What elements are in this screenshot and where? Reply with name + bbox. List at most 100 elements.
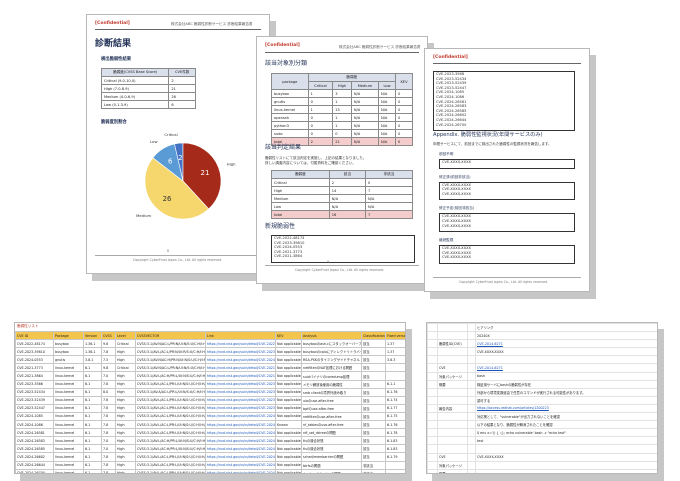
sheet-cell: 該当 [361, 395, 386, 405]
sheet-header-cell: Link [205, 330, 276, 341]
sheet-cell [437, 331, 468, 341]
sheet-header-cell: Analysis [301, 330, 362, 341]
sheet-cell: https://nvd.nist.gov/vuln/detail/CVE-202… [205, 339, 276, 349]
sheet-cell: 9.8 [101, 363, 116, 373]
sheet-row: CVE CVE-XXXX-XXXX [427, 452, 657, 462]
pie-slice-low [152, 143, 184, 182]
table-row: total 16 7 [271, 210, 414, 219]
sheet-cell [437, 347, 468, 357]
table-row: Critical 2 0 [271, 178, 414, 187]
severity-pie-chart: 2 Critical 21 High 26 Medium 6 Low [136, 132, 236, 220]
sheet-row: CVE-2023-39810 busybox 1.36.1 7.8 High CVSS:3… [15, 347, 405, 357]
sheet-cell: High [115, 379, 136, 389]
sheet-cell: CVE-2023-52439 [15, 395, 54, 405]
sheet-cell [437, 412, 468, 422]
sheet-cell: CVSS:3.1/AV:L/AC:L/PR:L/UI:N/S:U/C:H/I:H… [135, 411, 206, 422]
sheet-cell: 該当 [361, 363, 386, 373]
sheet-cell: 6.1 [83, 428, 102, 438]
sheet-row: CVE-2021-3864 linux-kernel 6.1 7.0 High CVSS:… [15, 371, 405, 381]
sheet-row: 以下の結果となり、脆弱性が解消されたことを確認 [427, 420, 657, 430]
sheet-cell: CVE-2014-6271 [475, 339, 657, 349]
sheet-cell: Not applicable [275, 468, 302, 473]
table-cell: 2 [307, 137, 334, 146]
sheet-cell: nft_set_rbtreeの問題 [301, 428, 362, 438]
sheet-cell: ヒアリング [475, 323, 657, 333]
sheet-cell [467, 452, 476, 462]
table-cell: 0 [307, 121, 334, 130]
sheet-cell: linux-kernel [53, 444, 84, 454]
sheet-cell [475, 355, 657, 365]
table-cell: Medium [271, 194, 330, 203]
sheet-cell: 該当 [361, 403, 386, 413]
sheet-cell: 6.1.83 [385, 444, 405, 454]
sheet-row: CVE-2024-1085 linux-kernel 6.1 7.8 High CVSS:… [15, 411, 405, 422]
pie-value-label: 26 [163, 195, 172, 203]
sheet-cell [437, 444, 468, 454]
cve-item: CVE-XXXX-XXXX [442, 223, 471, 228]
table-cell: 1 [307, 105, 334, 114]
sheet-cell: CVSS:3.1/AV:L/AC:L/PR:L/UI:N/S:U/C:H/I:H… [135, 395, 206, 405]
table-header-cell: CVE件数 [168, 68, 196, 77]
sheet-cell [467, 428, 476, 438]
table-cell: N/A [350, 137, 380, 146]
pie-category-label: Low [150, 139, 157, 144]
sheet-cell: suidバイナリのcoredump処理 [301, 371, 362, 381]
table-row: openssh 0 1 N/A N/A 0 [271, 113, 414, 122]
footer-rule [95, 255, 261, 256]
sheet-cell [385, 460, 405, 470]
report-page-results: [Confidential] 株式会社ABC 脆弱性診断サービス 診断結果報告書… [86, 14, 270, 274]
sheet-cell: 3.8.1 [83, 355, 102, 365]
sheet-cell: Not applicable [275, 363, 302, 373]
sheet-cell [427, 395, 438, 405]
sheet-cell: CVE-2023-52434 [15, 387, 54, 397]
table-cell: N/A [378, 97, 396, 106]
cve-item: CVE-2024-0553 [274, 245, 303, 250]
sheet-cell [467, 331, 476, 341]
sheet-cell [427, 428, 438, 438]
sheet-cell [475, 468, 657, 473]
sheet-cell: https://nvd.nist.gov/vuln/detail/CVE-202… [205, 371, 276, 381]
sheet-cell: 7.8 [101, 411, 116, 422]
sheet-cell: 7.0 [101, 444, 116, 454]
table-cell: 7 [364, 186, 414, 195]
sheet-cell [437, 428, 468, 438]
table-cell: Low (0.1-3.9) [100, 100, 170, 109]
table-cell: N/A [350, 113, 380, 122]
sheet-cell: busybox [53, 347, 84, 357]
sheet-row: $ env x='() { :;}; echo vulnerable' bash… [427, 428, 657, 438]
sheet-cell: CVE-2024-1086 [15, 420, 54, 430]
sheet-cell: 1.37 [385, 347, 405, 357]
sheet-row: CVE-2024-26644 linux-kernel 6.1 7.8 High CVSS… [15, 460, 405, 470]
sheet-cell: 6.1.75 [385, 411, 405, 422]
sheet-cell: Not applicable [275, 379, 302, 389]
sheet-row: CVE-2024-26585 linux-kernel 6.1 7.0 High CVSS… [15, 444, 405, 454]
sheet-cell [437, 420, 468, 430]
sheet-cell: https://nvd.nist.gov/vuln/detail/CVE-202… [205, 436, 276, 446]
table-cell: N/A [378, 137, 396, 146]
table-header-cell: 脆弱度 [271, 170, 330, 179]
sheet-cell: linux-kernel [53, 436, 84, 446]
sheet-cell [467, 323, 476, 333]
pie-value-label: 2 [178, 154, 182, 162]
sheet-cell [475, 460, 657, 470]
sheet-cell: 6.1 [83, 371, 102, 381]
pie-category-label: Medium [136, 213, 151, 218]
sheet-cell [467, 444, 476, 454]
table-cell: N/A [378, 121, 396, 130]
sheet-cell [427, 436, 438, 446]
sheet-cell [437, 395, 468, 405]
group-box: CVE-XXXX-XXXX CVE-XXXX-XXXX CVE-XXXX-XXXX [439, 245, 575, 264]
cve-item: CVE-2024-26644 [436, 117, 467, 122]
sheet-cell [467, 387, 476, 397]
sheet-cell [427, 420, 438, 430]
sheet-cell: 脆弱性ID(CVE) [437, 339, 468, 349]
sheet-cell: busybox [53, 339, 84, 349]
sheet-cell [437, 436, 468, 446]
sheet-cell [467, 412, 476, 422]
sheet-cell [427, 387, 438, 397]
sheet-cell [467, 403, 476, 414]
table-header-cell: 脆弱度(CVSS Base Score) [100, 68, 170, 77]
cve-item: CVE-2024-26583 [436, 104, 467, 109]
sheet-cell: https://nvd.nist.gov/vuln/detail/CVE-202… [205, 347, 276, 357]
sheet-cell [427, 468, 438, 473]
